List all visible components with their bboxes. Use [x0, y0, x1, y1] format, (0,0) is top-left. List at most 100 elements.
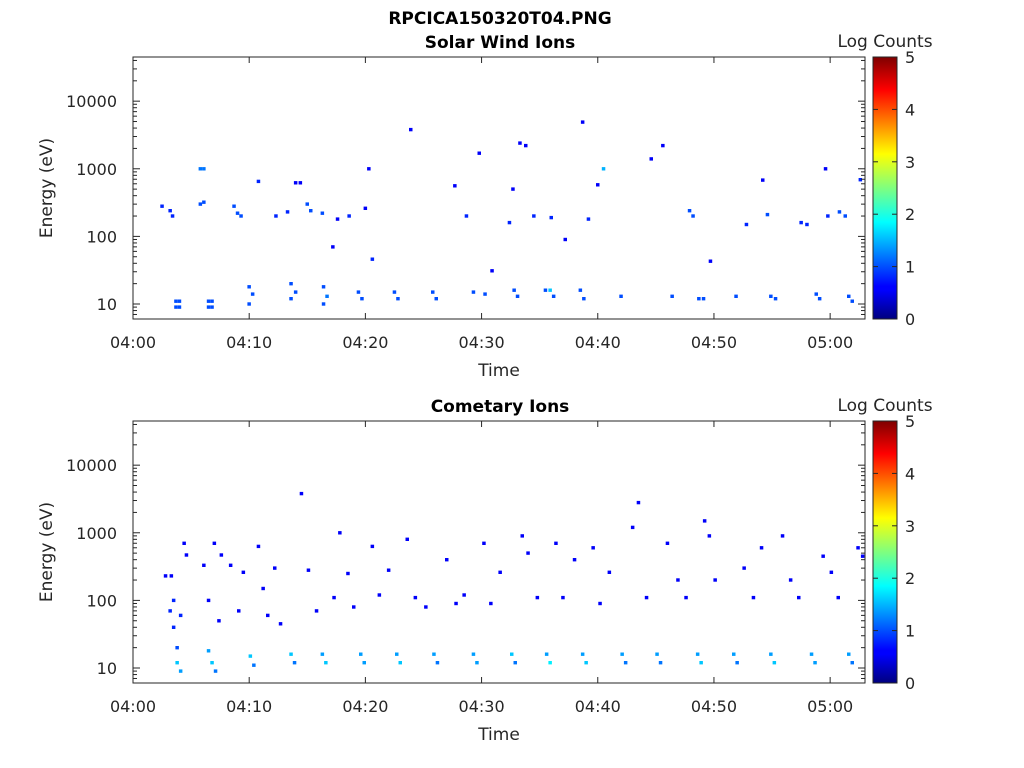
colorbar-ticks: 0 1 2 3 4 5 — [873, 48, 915, 329]
x-tick-label: 04:10 — [226, 697, 272, 716]
heatmap-cell — [170, 214, 175, 218]
heatmap-cell — [370, 544, 375, 549]
heatmap-cell — [235, 211, 240, 215]
y-tick-label: 1000 — [76, 524, 117, 543]
y-tick-label: 10 — [97, 295, 117, 314]
y-tick-label: 10 — [97, 659, 117, 678]
heatmap-cell — [655, 652, 659, 656]
heatmap-cell — [788, 578, 793, 582]
heatmap-cell — [206, 305, 211, 309]
heatmap-cell — [860, 554, 865, 558]
heatmap-cell — [241, 570, 246, 574]
heatmap-cell — [532, 214, 536, 218]
heatmap-cell — [735, 661, 739, 665]
heatmap-cell — [513, 661, 517, 665]
heatmap-cell — [578, 288, 583, 292]
heatmap-cell — [489, 601, 493, 606]
heatmap-cell — [708, 259, 713, 263]
heatmap-cell — [177, 299, 182, 303]
heatmap-cell — [607, 570, 612, 574]
heatmap-cell — [250, 292, 255, 296]
heatmap-cell — [325, 294, 329, 298]
heatmap-cell — [817, 297, 822, 301]
x-tick-label: 04:20 — [342, 333, 388, 352]
heatmap-cells — [160, 120, 863, 309]
colorbar-tick-label: 3 — [905, 517, 915, 536]
heatmap-cell — [761, 178, 765, 182]
heatmap-cell — [549, 215, 553, 220]
heatmap-cell — [510, 652, 514, 656]
heatmap-cell — [809, 652, 814, 656]
heatmap-cell — [289, 652, 293, 656]
colorbar-tick-label: 5 — [905, 48, 915, 67]
heatmap-cell — [273, 566, 277, 570]
heatmap-cell — [247, 302, 251, 306]
heatmap-cell — [217, 619, 221, 623]
plot-frame — [132, 420, 866, 684]
heatmap-cell — [252, 663, 256, 667]
heatmap-cell — [744, 222, 749, 227]
heatmap-cell — [346, 571, 350, 576]
heatmap-cell — [644, 595, 649, 600]
colorbar-ticks: 0 1 2 3 4 5 — [873, 412, 915, 693]
x-tick-label: 04:30 — [459, 333, 505, 352]
heatmap-cell — [289, 297, 293, 301]
heatmap-cell — [526, 551, 530, 555]
heatmap-cell — [347, 214, 351, 218]
heatmap-cell — [168, 609, 172, 613]
heatmap-cell — [219, 553, 224, 557]
colorbar-label: Log Counts — [837, 32, 932, 52]
heatmap-cell — [168, 209, 172, 213]
heatmap-cell — [395, 652, 399, 656]
heatmap-cell — [814, 292, 818, 296]
heatmap-cell — [823, 167, 828, 171]
colorbar — [872, 420, 898, 684]
heatmap-cell — [582, 297, 586, 301]
x-tick-label: 04:40 — [575, 333, 621, 352]
colorbar-tick-label: 0 — [905, 674, 915, 693]
heatmap-cell — [732, 652, 736, 656]
heatmap-cell — [184, 553, 189, 557]
heatmap-cell — [813, 661, 817, 665]
heatmap-cell — [413, 595, 418, 600]
y-tick-label: 100 — [86, 591, 117, 610]
heatmap-cell — [691, 214, 695, 218]
heatmap-cell — [431, 290, 435, 294]
heatmap-cell — [670, 294, 674, 298]
x-tick-label: 04:30 — [459, 697, 505, 716]
heatmap-cell — [338, 531, 342, 535]
heatmap-cell — [321, 285, 326, 289]
heatmap-cell — [598, 601, 602, 606]
colorbar-label: Log Counts — [837, 396, 932, 416]
colorbar-tick-label: 4 — [905, 464, 915, 483]
heatmap-cell — [320, 211, 325, 215]
heatmap-cell — [477, 151, 481, 155]
heatmap-cell — [363, 206, 368, 210]
heatmap-cell — [580, 652, 585, 656]
heatmap-cell — [483, 292, 487, 296]
heatmap-cell — [563, 237, 567, 242]
heatmap-cell — [630, 525, 635, 530]
colorbar-tick-label: 2 — [905, 569, 915, 588]
heatmap-cell — [554, 541, 558, 545]
plot-frame — [132, 56, 866, 320]
heatmap-cell — [561, 595, 565, 600]
solar-wind-panel: Solar Wind Ions Log Counts 04:00 04:10 04:… — [37, 32, 933, 381]
heatmap-cell — [396, 297, 400, 301]
x-tick-label: 04:50 — [691, 697, 737, 716]
heatmap-cell — [289, 282, 293, 286]
panel-title: Cometary Ions — [431, 397, 570, 417]
heatmap-cell — [299, 491, 304, 496]
heatmap-cell — [293, 290, 298, 294]
heatmap-cell — [858, 178, 863, 182]
heatmap-cell — [169, 574, 174, 578]
heatmap-cell — [623, 661, 628, 665]
heatmap-cell — [359, 652, 363, 656]
heatmap-cell — [198, 202, 203, 206]
heatmap-cell — [174, 299, 178, 303]
heatmap-cell — [331, 245, 335, 249]
heatmap-cell — [352, 605, 356, 609]
heatmap-cell — [701, 297, 706, 301]
colorbar-tick-label: 0 — [905, 310, 915, 329]
heatmap-cell — [248, 654, 253, 658]
